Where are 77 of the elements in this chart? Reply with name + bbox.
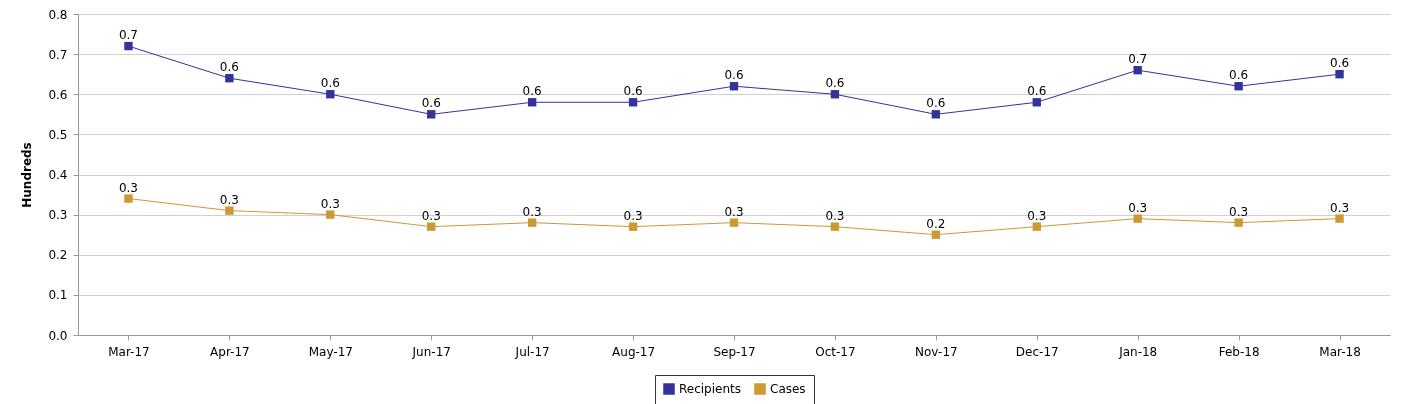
point — [527, 218, 537, 227]
y-tick-label: 0.7 — [48, 47, 68, 62]
x-tick-label: Jan-18 — [1118, 344, 1158, 359]
point — [931, 110, 941, 119]
point — [326, 90, 335, 99]
y-tick-label: 0.0 — [48, 328, 68, 343]
data-label: 0.6 — [825, 76, 845, 91]
data-label: 0.7 — [1128, 52, 1148, 67]
point — [628, 98, 638, 107]
point — [729, 218, 739, 227]
data-label: 0.3 — [1128, 200, 1148, 215]
point — [1032, 98, 1041, 107]
x-tick-label: Mar-18 — [1319, 344, 1361, 359]
point — [1234, 218, 1243, 227]
data-label: 0.3 — [219, 192, 239, 207]
data-label: 0.6 — [219, 60, 239, 75]
x-tick-label: Jul-17 — [514, 344, 550, 359]
x-tick-label: Jun-17 — [411, 344, 451, 359]
point — [225, 206, 234, 215]
data-label: 0.3 — [1027, 208, 1047, 223]
data-label: 0.3 — [1229, 204, 1249, 219]
x-tick-label: Aug-17 — [612, 344, 656, 359]
x-tick-label: Oct-17 — [815, 344, 856, 359]
data-label: 0.2 — [926, 216, 946, 231]
y-tick-label: 0.2 — [48, 248, 68, 263]
y-tick-label: 0.8 — [48, 7, 68, 22]
x-tick-label: Dec-17 — [1015, 344, 1059, 359]
data-label: 0.3 — [421, 208, 441, 223]
x-tick-label: Mar-17 — [108, 344, 150, 359]
data-label: 0.6 — [1027, 84, 1047, 99]
data-label: 0.3 — [623, 208, 643, 223]
point — [830, 90, 840, 99]
data-label: 0.6 — [724, 68, 744, 83]
point — [931, 230, 941, 239]
legend-label: Recipients — [679, 382, 742, 396]
data-label: 0.6 — [421, 96, 441, 111]
x-tick-label: May-17 — [308, 344, 353, 359]
point — [1032, 222, 1041, 231]
point — [326, 210, 335, 219]
data-label: 0.3 — [522, 204, 542, 219]
point — [729, 82, 739, 91]
point — [124, 41, 133, 51]
data-label: 0.6 — [623, 84, 643, 99]
data-label: 0.6 — [320, 76, 340, 91]
point — [427, 222, 436, 231]
data-label: 0.6 — [926, 96, 946, 111]
data-label: 0.3 — [320, 196, 340, 211]
point — [527, 98, 537, 107]
x-tick-label: Apr-17 — [210, 344, 250, 359]
y-tick-label: 0.4 — [48, 168, 68, 182]
y-tick-label: 0.5 — [48, 127, 68, 142]
point — [830, 222, 840, 231]
legend-label: Cases — [770, 382, 806, 396]
y-tick-label: 0.3 — [48, 208, 68, 223]
point — [1335, 70, 1344, 79]
data-label: 0.3 — [1329, 200, 1350, 215]
data-label: 0.3 — [118, 180, 139, 195]
point — [427, 110, 436, 119]
y-tick-label: 0.6 — [48, 87, 68, 102]
point — [628, 222, 638, 231]
x-tick-label: Nov-17 — [914, 344, 958, 359]
data-label: 0.6 — [1329, 56, 1350, 71]
data-label: 0.6 — [522, 84, 542, 99]
y-axis-title: Hundreds — [20, 142, 35, 208]
data-label: 0.6 — [1229, 68, 1249, 83]
point — [225, 74, 234, 83]
point — [1234, 82, 1243, 91]
point — [1335, 214, 1344, 223]
point — [1133, 65, 1142, 75]
point — [1133, 214, 1142, 223]
data-label: 0.3 — [724, 204, 744, 219]
point — [124, 194, 133, 203]
x-tick-label: Sep-17 — [713, 344, 756, 359]
x-tick-label: Feb-18 — [1218, 344, 1260, 359]
data-label: 0.3 — [825, 208, 845, 223]
y-tick-label: 0.1 — [48, 288, 68, 303]
data-label: 0.7 — [118, 28, 139, 43]
